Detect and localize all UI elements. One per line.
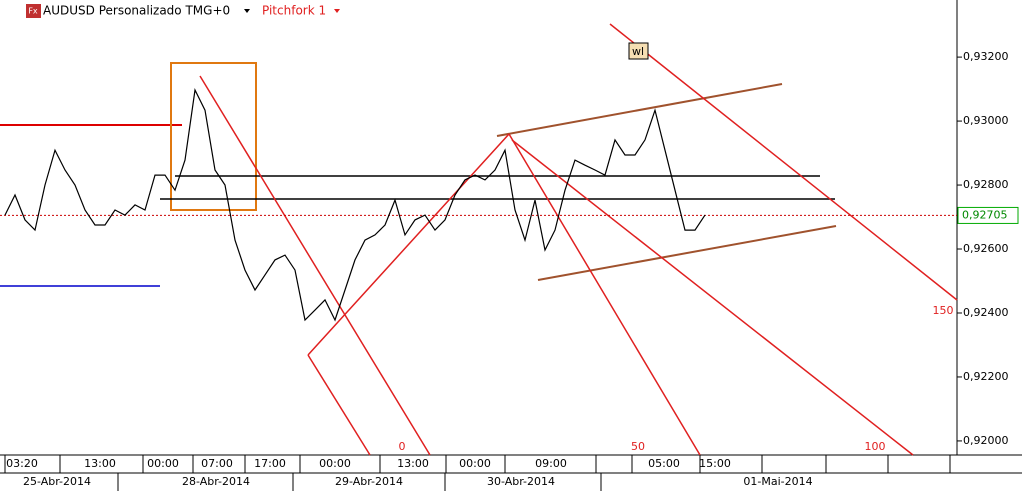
date-label: 01-Mai-2014 — [743, 475, 812, 488]
y-tick-label: 0,93200 — [963, 50, 1009, 63]
time-label: 09:00 — [535, 457, 567, 470]
pitchfork — [199, 23, 958, 456]
channel-line — [537, 225, 837, 281]
pitchfork-handle — [307, 133, 510, 356]
time-label: 15:00 — [699, 457, 731, 470]
price-line — [4, 87, 706, 322]
time-label: 13:00 — [84, 457, 116, 470]
y-tick-label: 0,92800 — [963, 178, 1009, 191]
highlight-box — [170, 62, 257, 211]
date-label: 30-Abr-2014 — [487, 475, 555, 488]
dropdown-arrow[interactable] — [244, 9, 250, 13]
fork-label: 150 — [933, 304, 954, 317]
symbol-icon — [26, 4, 41, 18]
fork-label: 50 — [631, 440, 645, 453]
time-label: 00:00 — [319, 457, 351, 470]
pitchfork-tine — [508, 133, 701, 456]
channel-line — [496, 83, 783, 137]
date-label: 28-Abr-2014 — [182, 475, 250, 488]
pitchfork-tine — [609, 23, 958, 301]
symbol[interactable]: AUDUSD Personalizado TMG+0 — [43, 4, 230, 18]
pitchfork-tine — [199, 75, 431, 456]
last-price-label: 0,92705 — [962, 208, 1008, 221]
y-tick-label: 0,92600 — [963, 242, 1009, 255]
time-label: 03:20 — [6, 457, 38, 470]
date-label: 25-Abr-2014 — [23, 475, 91, 488]
time-label: 07:00 — [201, 457, 233, 470]
y-tick-label: 0,92000 — [963, 434, 1009, 447]
tag-box — [628, 42, 649, 60]
dropdown-arrow[interactable] — [334, 9, 340, 13]
study[interactable]: Pitchfork 1 — [262, 4, 326, 18]
date-label: 29-Abr-2014 — [335, 475, 403, 488]
time-label: 17:00 — [254, 457, 286, 470]
fork-label: 0 — [399, 440, 406, 453]
last-price-box — [957, 206, 1019, 224]
time-label: 13:00 — [397, 457, 429, 470]
pitchfork-tine — [307, 354, 371, 456]
symbol-icon-text: Fx — [28, 7, 38, 16]
y-tick-label: 0,92200 — [963, 370, 1009, 383]
time-label: 00:00 — [459, 457, 491, 470]
y-tick-label: 0,93000 — [963, 114, 1009, 127]
time-label: 05:00 — [648, 457, 680, 470]
pitchfork-tine — [511, 139, 914, 456]
time-label: 00:00 — [147, 457, 179, 470]
tag: wl — [632, 45, 644, 58]
y-tick-label: 0,92400 — [963, 306, 1009, 319]
fork-label: 100 — [865, 440, 886, 453]
